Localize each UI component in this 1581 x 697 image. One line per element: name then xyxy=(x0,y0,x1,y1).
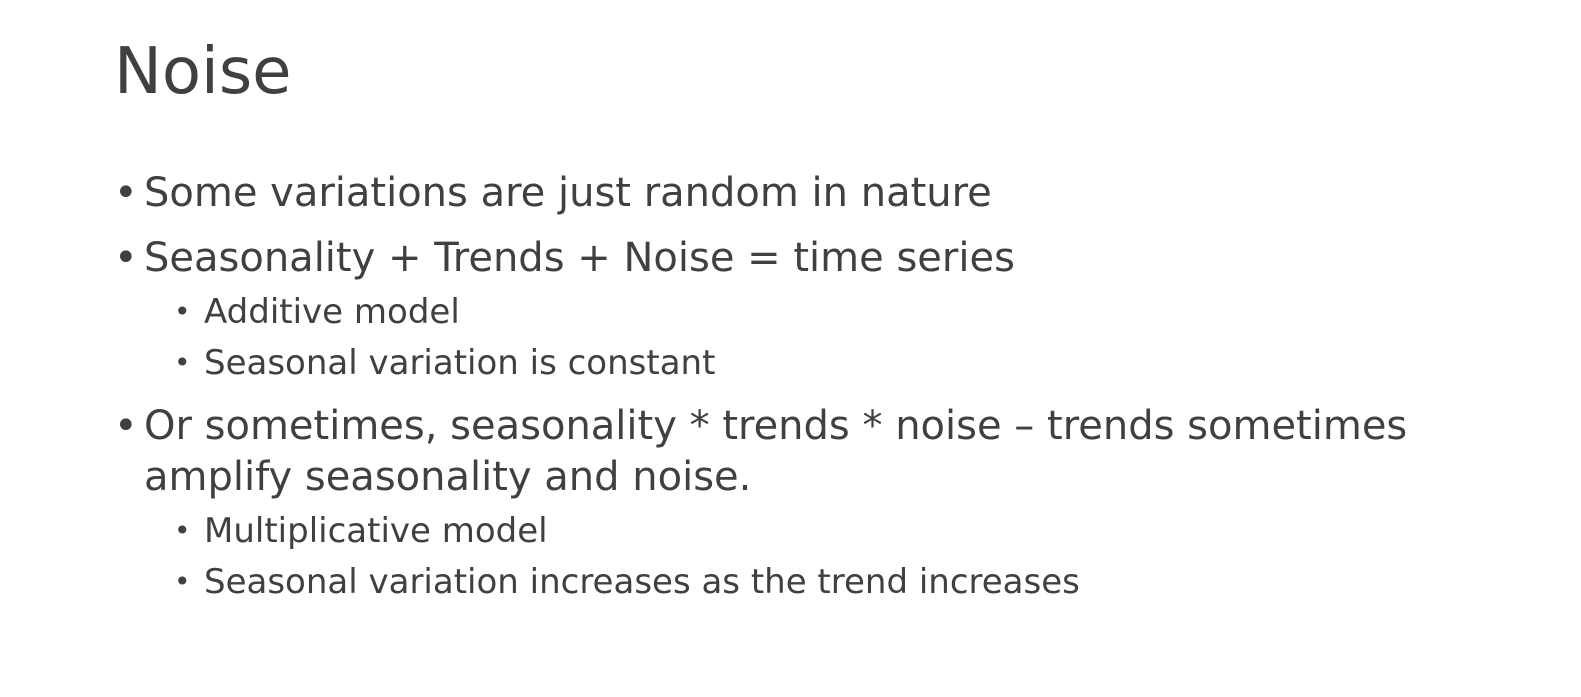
bullet-list: Some variations are just random in natur… xyxy=(114,168,1454,606)
bullet-random-variations: Some variations are just random in natur… xyxy=(114,168,1454,219)
sub-bullet-constant-variation: Seasonal variation is constant xyxy=(174,339,1454,387)
bullet-text: Seasonality + Trends + Noise = time seri… xyxy=(144,235,1015,281)
bullet-additive: Seasonality + Trends + Noise = time seri… xyxy=(114,233,1454,387)
sub-bullet-increasing-variation: Seasonal variation increases as the tren… xyxy=(174,558,1454,606)
bullet-multiplicative: Or sometimes, seasonality * trends * noi… xyxy=(114,401,1454,606)
sub-bullet-list: Additive model Seasonal variation is con… xyxy=(144,288,1454,387)
sub-bullet-multiplicative-model: Multiplicative model xyxy=(174,507,1454,555)
bullet-text: Or sometimes, seasonality * trends * noi… xyxy=(144,403,1408,500)
slide-title: Noise xyxy=(114,35,292,109)
sub-bullet-additive-model: Additive model xyxy=(174,288,1454,336)
bullet-text: Some variations are just random in natur… xyxy=(144,170,992,216)
sub-bullet-list: Multiplicative model Seasonal variation … xyxy=(144,507,1454,606)
slide-body: Some variations are just random in natur… xyxy=(114,168,1454,609)
